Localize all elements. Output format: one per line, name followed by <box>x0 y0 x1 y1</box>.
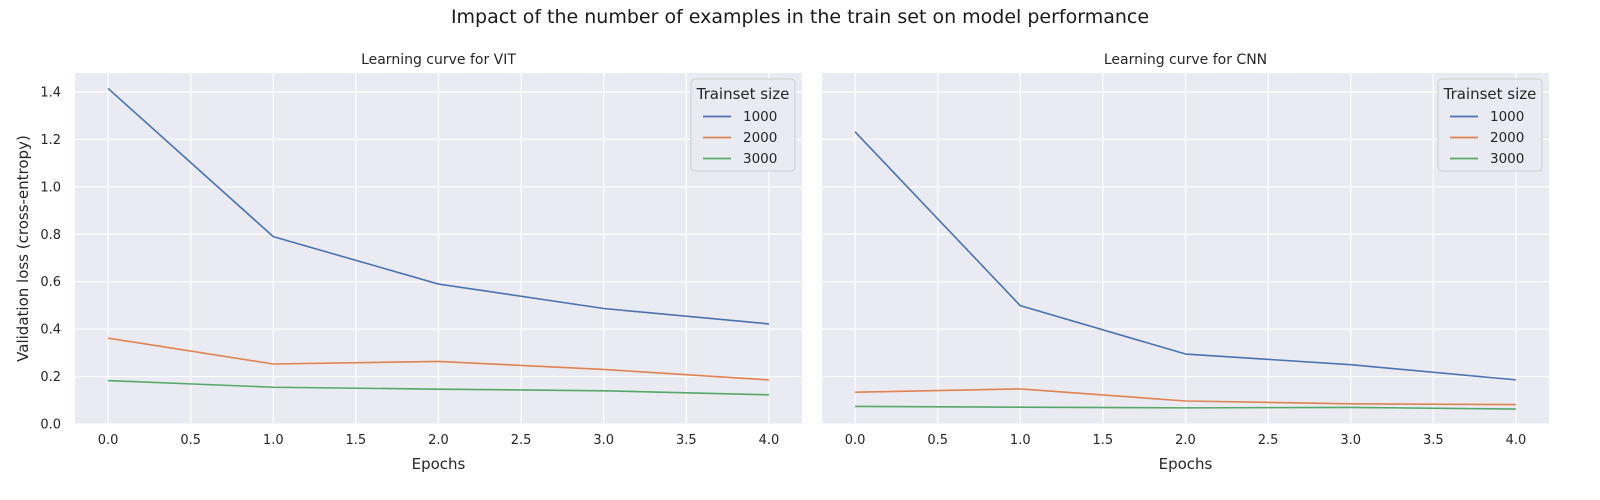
y-tick-label: 0.4 <box>40 323 61 338</box>
y-tick-label: 0.0 <box>40 418 61 433</box>
y-axis-label: Validation loss (cross-entropy) <box>14 135 32 362</box>
legend-label: 1000 <box>743 109 777 125</box>
legend-label: 3000 <box>743 151 777 167</box>
y-tick-label: 0.8 <box>40 228 61 243</box>
series-line-1000 <box>854 131 1517 381</box>
x-tick-label: 0.0 <box>98 433 119 448</box>
x-tick-label: 4.0 <box>1506 433 1527 448</box>
x-tick-label: 0.5 <box>180 433 201 448</box>
legend: Trainset size 1000 2000 3000 <box>1437 78 1543 172</box>
legend-title: Trainset size <box>1443 85 1537 103</box>
chart-title: Learning curve for VIT <box>361 52 516 68</box>
legend-box <box>1437 78 1543 172</box>
series-line-2000 <box>107 337 770 381</box>
legend-box <box>690 78 796 172</box>
chart-panel-2: 0.0 0.5 1.0 1.5 2.0 2.5 3.0 3.5 4.0 Learning curv… <box>822 52 1549 473</box>
x-tick-label: 2.5 <box>511 433 532 448</box>
y-tick-label: 1.4 <box>40 85 61 100</box>
legend: Trainset size 1000 2000 3000 <box>690 78 796 172</box>
x-tick-label: 1.0 <box>263 433 284 448</box>
legend-label: 3000 <box>1490 151 1524 167</box>
x-tick-label: 3.0 <box>1340 433 1361 448</box>
x-tick-label: 2.0 <box>1175 433 1196 448</box>
y-tick-label: 1.2 <box>40 133 61 148</box>
legend-label: 1000 <box>1490 109 1524 125</box>
x-tick-label: 3.0 <box>593 433 614 448</box>
series-line-3000 <box>855 405 1516 410</box>
x-tick-label: 4.0 <box>759 433 780 448</box>
series-line-3000 <box>108 379 769 396</box>
legend-label: 2000 <box>743 130 777 146</box>
legend-label: 2000 <box>1490 130 1524 146</box>
x-tick-label: 0.0 <box>845 433 866 448</box>
x-axis-label: Epochs <box>1159 455 1213 473</box>
series-line-2000 <box>855 388 1516 406</box>
x-tick-label: 2.0 <box>428 433 449 448</box>
legend-title: Trainset size <box>696 85 790 103</box>
x-tick-label: 3.5 <box>676 433 697 448</box>
y-tick-label: 0.6 <box>40 275 61 290</box>
x-tick-label: 1.5 <box>1093 433 1114 448</box>
y-tick-label: 1.0 <box>40 180 61 195</box>
chart-title: Learning curve for CNN <box>1104 52 1267 68</box>
chart-panel-1: 0.0 0.5 1.0 1.5 2.0 2.5 3.0 3.5 4.0 0.0 0.2 0.4 0.6 0… <box>14 52 802 473</box>
x-tick-label: 3.5 <box>1423 433 1444 448</box>
x-tick-label: 1.0 <box>1010 433 1031 448</box>
x-axis-label: Epochs <box>412 455 466 473</box>
x-tick-label: 0.5 <box>927 433 948 448</box>
series-line-1000 <box>107 87 770 325</box>
x-tick-label: 1.5 <box>346 433 367 448</box>
y-tick-label: 0.2 <box>40 370 61 385</box>
x-tick-label: 2.5 <box>1258 433 1279 448</box>
figure-title: Impact of the number of examples in the … <box>450 6 1150 28</box>
